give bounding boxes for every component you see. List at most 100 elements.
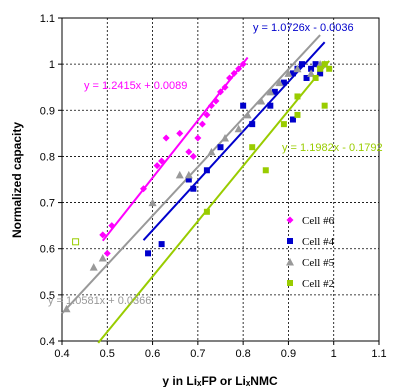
x-tick-labels: 0.4 0.5 0.6 0.7 0.8 0.9 1 1.1 bbox=[54, 348, 386, 360]
x-tick-label: 0.6 bbox=[145, 348, 160, 360]
data-point-cell-6 bbox=[212, 97, 220, 105]
data-point-cell-6 bbox=[185, 148, 193, 156]
data-point-cell-6 bbox=[221, 83, 229, 91]
data-point-cell-4 bbox=[312, 61, 319, 68]
data-point-cell-6 bbox=[217, 88, 224, 96]
data-point-cell-4 bbox=[317, 70, 324, 77]
data-point-cell-4 bbox=[267, 102, 274, 109]
data-point-cell-2 bbox=[249, 144, 256, 151]
data-point-cell-6 bbox=[99, 231, 107, 239]
data-point-cell-6 bbox=[198, 120, 206, 128]
data-point-cell-2 bbox=[280, 121, 287, 128]
trendline-label-cell-4: y = 1.0726x - 0.0036 bbox=[253, 22, 354, 34]
data-point-cell-4 bbox=[271, 88, 278, 95]
plot-area bbox=[61, 17, 380, 342]
data-point-cell-6 bbox=[207, 102, 215, 110]
data-point-cell-6 bbox=[162, 134, 170, 142]
data-point-cell-5 bbox=[62, 304, 71, 313]
data-point-outlier bbox=[72, 238, 80, 246]
data-point-cell-5 bbox=[275, 78, 284, 87]
data-point-cell-2 bbox=[317, 65, 324, 72]
data-point-cell-4 bbox=[308, 65, 315, 72]
data-point-cell-5 bbox=[221, 133, 230, 142]
data-point-cell-6 bbox=[103, 249, 111, 257]
legend-marker-cell-2 bbox=[287, 280, 293, 286]
data-point-cell-4 bbox=[240, 102, 247, 109]
data-point-cell-6 bbox=[239, 60, 247, 68]
data-point-cell-5 bbox=[257, 97, 266, 105]
data-point-cell-6 bbox=[194, 134, 202, 142]
data-point-cell-5 bbox=[89, 263, 98, 271]
data-point-cell-4 bbox=[145, 250, 152, 257]
y-tick-label: 1.1 bbox=[40, 13, 55, 25]
legend-label-cell-6: Cell #6 bbox=[302, 215, 335, 227]
legend-marker-shape bbox=[287, 280, 293, 286]
data-point-cell-6 bbox=[235, 65, 243, 73]
trendline-cell-5 bbox=[61, 34, 321, 315]
legend-marker-cell-6 bbox=[286, 216, 294, 224]
x-tick-label: 1.1 bbox=[371, 348, 386, 360]
y-tick-label: 0.8 bbox=[40, 151, 55, 163]
data-point-cell-4 bbox=[303, 74, 310, 81]
data-point-cell-6 bbox=[158, 157, 166, 165]
y-tick-label: 1 bbox=[49, 59, 55, 71]
data-point-cell-6 bbox=[108, 222, 116, 230]
data-point-cell-5 bbox=[184, 170, 193, 179]
trendline-cell-2 bbox=[97, 60, 330, 344]
data-point-cell-5 bbox=[148, 198, 157, 207]
legend-label-cell-5: Cell #5 bbox=[302, 257, 335, 269]
data-point-cell-4 bbox=[185, 176, 192, 183]
trendline-label-cell-5: y = 1.0581x + 0.0366 bbox=[48, 295, 151, 307]
y-axis-label: Normalized capacity bbox=[10, 122, 24, 238]
y-tick-labels: 0.4 0.5 0.6 0.7 0.8 0.9 1 1.1 bbox=[40, 13, 55, 348]
data-point-cell-2 bbox=[262, 167, 269, 174]
legend-marker-shape bbox=[287, 238, 293, 244]
data-point-cell-5 bbox=[98, 253, 107, 262]
data-point-cell-4 bbox=[158, 241, 165, 248]
data-point-cell-6 bbox=[203, 111, 211, 119]
data-point-cell-4 bbox=[299, 61, 306, 68]
legend: Cell #6 Cell #4 Cell #5 Cell #2 bbox=[286, 215, 335, 290]
y-tick-label: 0.5 bbox=[40, 290, 55, 302]
data-point-cell-2 bbox=[321, 102, 328, 109]
data-point-cell-2 bbox=[203, 208, 210, 215]
y-tick-label: 0.7 bbox=[40, 198, 55, 210]
data-point-cell-2 bbox=[294, 111, 301, 118]
data-point-cell-4 bbox=[203, 167, 210, 174]
legend-label-cell-4: Cell #4 bbox=[302, 236, 335, 248]
x-tick-label: 1 bbox=[331, 348, 337, 360]
legend-label-cell-2: Cell #2 bbox=[302, 278, 334, 290]
y-tick-label: 0.9 bbox=[40, 105, 55, 117]
x-tick-label: 0.4 bbox=[54, 348, 69, 360]
data-point-cell-6 bbox=[176, 129, 184, 137]
y-tick-label: 0.4 bbox=[40, 336, 55, 348]
trendline-label-cell-6: y = 1.2415x + 0.0089 bbox=[84, 80, 187, 92]
data-points bbox=[62, 60, 333, 313]
x-tick-label: 0.7 bbox=[190, 348, 205, 360]
x-tick-label: 0.5 bbox=[100, 348, 115, 360]
legend-marker-cell-4 bbox=[287, 238, 293, 244]
legend-marker-shape bbox=[286, 258, 294, 266]
data-point-cell-4 bbox=[190, 185, 197, 192]
data-point-cell-4 bbox=[289, 116, 296, 123]
legend-marker-shape bbox=[286, 216, 294, 224]
data-point-cell-2 bbox=[294, 93, 301, 100]
data-point-cell-6 bbox=[230, 69, 238, 77]
data-point-cell-4 bbox=[249, 121, 256, 128]
data-point-cell-5 bbox=[284, 69, 293, 77]
data-point-cell-5 bbox=[266, 87, 275, 96]
data-point-cell-4 bbox=[280, 79, 287, 86]
data-point-cell-6 bbox=[140, 185, 148, 193]
x-tick-label: 0.8 bbox=[235, 348, 250, 360]
data-point-cell-5 bbox=[293, 64, 302, 73]
data-point-cell-2 bbox=[312, 74, 319, 81]
data-point-cell-2 bbox=[321, 61, 328, 68]
legend-marker-cell-5 bbox=[286, 258, 294, 266]
data-point-cell-5 bbox=[207, 147, 216, 156]
data-point-cell-5 bbox=[175, 170, 184, 179]
data-point-cell-6 bbox=[153, 162, 161, 170]
x-axis-label: y in LiₓFP or LiₓNMC bbox=[162, 374, 278, 387]
data-point-cell-5 bbox=[243, 110, 252, 119]
y-tick-label: 0.6 bbox=[40, 244, 55, 256]
